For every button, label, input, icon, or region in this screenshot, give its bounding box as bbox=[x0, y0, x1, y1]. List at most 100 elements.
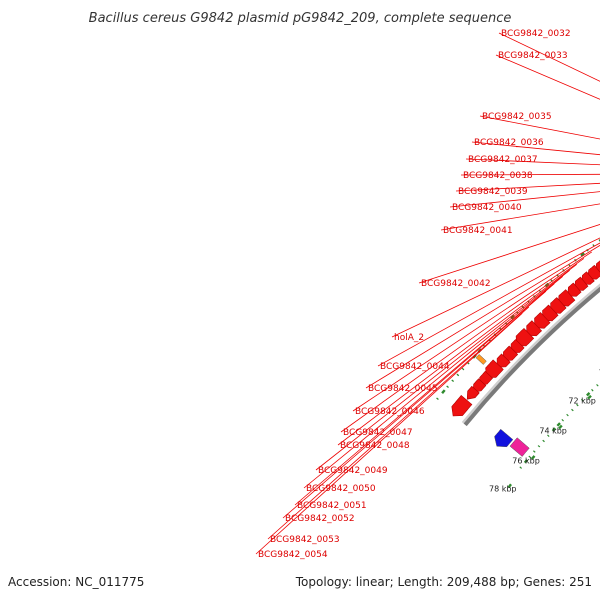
gc-mark bbox=[556, 422, 561, 427]
gc-mark bbox=[466, 361, 470, 365]
gc-mark bbox=[523, 459, 529, 464]
gc-mark bbox=[592, 244, 595, 247]
gc-mark bbox=[461, 367, 465, 371]
gene-label[interactable]: BCG9842_0041 bbox=[443, 226, 513, 236]
label-leader bbox=[440, 203, 600, 231]
gene-label[interactable]: BCG9842_0046 bbox=[355, 407, 425, 417]
gene-label[interactable]: BCG9842_0050 bbox=[306, 484, 376, 494]
cds-arrow bbox=[510, 339, 525, 354]
gc-mark bbox=[441, 389, 446, 394]
gc-mark bbox=[568, 263, 571, 267]
gc-mark bbox=[456, 373, 460, 377]
gene-label[interactable]: holA_2 bbox=[394, 333, 424, 343]
gene-label[interactable]: BCG9842_0048 bbox=[340, 441, 410, 451]
label-leader bbox=[460, 173, 600, 176]
label-leader bbox=[303, 276, 563, 489]
gene-label[interactable]: BCG9842_0042 bbox=[421, 279, 491, 289]
label-leader bbox=[498, 32, 600, 82]
gene-label[interactable]: BCG9842_0040 bbox=[452, 203, 522, 213]
scale-tick-label: 76 kbp bbox=[512, 457, 540, 466]
gc-mark bbox=[527, 300, 530, 304]
gc-mark bbox=[586, 392, 591, 397]
scale-tick bbox=[530, 455, 536, 460]
scale-tick-label: 70 kbp bbox=[599, 368, 600, 377]
label-leader bbox=[495, 54, 600, 100]
cds-arrow bbox=[466, 385, 480, 400]
scale-tick bbox=[558, 424, 563, 430]
gc-mark bbox=[537, 445, 541, 448]
gene-label[interactable]: BCG9842_0047 bbox=[343, 428, 413, 438]
label-leader bbox=[449, 191, 600, 208]
gene-label[interactable]: BCG9842_0035 bbox=[482, 112, 552, 122]
gene-label[interactable]: BCG9842_0036 bbox=[474, 138, 544, 148]
gc-mark bbox=[591, 388, 594, 392]
cds-arrow bbox=[472, 378, 487, 393]
feature-block bbox=[494, 428, 514, 448]
label-leader bbox=[479, 115, 600, 140]
gc-mark bbox=[571, 408, 574, 412]
cds-arrow bbox=[502, 345, 519, 362]
cds-arrow bbox=[526, 320, 543, 337]
label-leader bbox=[255, 313, 523, 555]
sequence-backbone bbox=[461, 283, 600, 427]
gene-label[interactable]: BCG9842_0039 bbox=[458, 187, 528, 197]
cds-arrow bbox=[478, 370, 494, 386]
cds-arrow bbox=[451, 394, 473, 417]
label-leader bbox=[340, 258, 585, 433]
gc-mark bbox=[566, 413, 569, 417]
gene-label[interactable]: BCG9842_0038 bbox=[463, 171, 533, 181]
gene-label[interactable]: BCG9842_0053 bbox=[270, 535, 340, 545]
cds-arrow bbox=[542, 304, 559, 322]
gene-label[interactable]: BCG9842_0049 bbox=[318, 466, 388, 476]
gc-mark bbox=[576, 403, 579, 407]
gc-mark bbox=[528, 455, 532, 459]
gc-mark bbox=[596, 384, 599, 387]
cds-arrow bbox=[574, 276, 589, 291]
feature-block bbox=[509, 437, 530, 457]
cds-arrow bbox=[496, 353, 511, 368]
scale-tick-label: 74 kbp bbox=[539, 426, 567, 435]
gene-label[interactable]: BCG9842_0037 bbox=[468, 155, 538, 165]
label-leader bbox=[282, 290, 547, 519]
gc-mark bbox=[436, 397, 439, 400]
gc-mark bbox=[482, 344, 486, 348]
label-leader bbox=[337, 263, 578, 446]
gc-mark bbox=[556, 274, 559, 277]
gene-label[interactable]: BCG9842_0045 bbox=[368, 384, 438, 394]
label-leader bbox=[352, 251, 593, 412]
cds-arrow bbox=[550, 297, 567, 314]
gc-mark bbox=[446, 385, 449, 388]
gene-label[interactable]: BCG9842_0054 bbox=[258, 550, 328, 560]
gene-label[interactable]: BCG9842_0051 bbox=[297, 501, 367, 511]
scale-tick bbox=[507, 483, 512, 489]
label-leader bbox=[418, 224, 600, 284]
gc-mark bbox=[504, 322, 508, 325]
gc-mark bbox=[542, 439, 545, 443]
gc-mark bbox=[550, 279, 554, 282]
label-leader bbox=[365, 244, 600, 389]
label-leader bbox=[465, 158, 600, 166]
cds-arrow bbox=[587, 264, 600, 280]
gc-mark bbox=[561, 418, 564, 422]
gene-label[interactable]: BCG9842_0044 bbox=[380, 362, 450, 372]
gene-label[interactable]: BCG9842_0052 bbox=[285, 514, 355, 524]
label-leader bbox=[471, 141, 600, 156]
gc-mark bbox=[580, 252, 585, 257]
cds-arrow bbox=[534, 312, 551, 329]
gene-label[interactable]: BCG9842_0032 bbox=[501, 29, 571, 39]
scale-tick-label: 78 kbp bbox=[489, 485, 517, 494]
gc-mark bbox=[538, 289, 542, 293]
gene-label[interactable]: BCG9842_0033 bbox=[498, 51, 568, 61]
gc-mark bbox=[551, 427, 557, 432]
sequence-summary: Topology: linear; Length: 209,488 bp; Ge… bbox=[295, 575, 592, 589]
cds-arrow bbox=[485, 359, 504, 378]
gc-mark bbox=[519, 466, 522, 469]
gc-mark bbox=[533, 450, 536, 453]
map-title: Bacillus cereus G9842 plasmid pG9842_209… bbox=[89, 11, 512, 26]
label-leader bbox=[315, 269, 570, 471]
cds-arrow bbox=[567, 282, 582, 297]
label-leader bbox=[267, 306, 530, 540]
